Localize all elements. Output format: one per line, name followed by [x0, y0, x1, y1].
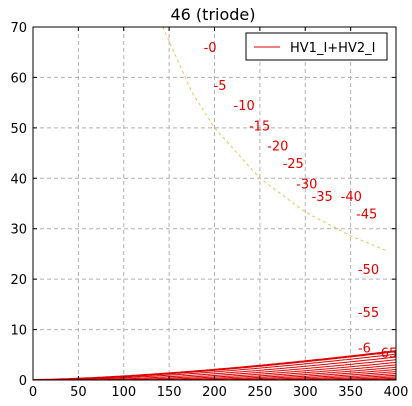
gridlines [33, 27, 396, 380]
y-tick-label: 20 [10, 273, 27, 288]
plate-curve-40 [33, 371, 396, 380]
y-tick-label: 60 [10, 71, 27, 86]
x-tick-label: 0 [29, 385, 37, 400]
y-tick-label: 10 [10, 324, 27, 339]
x-tick-label: 250 [247, 385, 272, 400]
y-tick-label: 70 [10, 21, 27, 36]
plate-curve-35 [33, 369, 396, 380]
dissipation-limit-curve [162, 26, 388, 252]
legend-label: HV1_I+HV2_I [290, 41, 375, 56]
plate-curve-0 [33, 350, 396, 380]
plate-curve-15 [33, 359, 396, 380]
plate-curve-5 [33, 353, 396, 380]
x-tick-label: 350 [338, 385, 363, 400]
legend: HV1_I+HV2_I [245, 32, 388, 61]
curve-label: -65 [376, 346, 397, 361]
x-tick-label: 300 [293, 385, 318, 400]
curve-label: -45 [356, 208, 377, 223]
y-tick-label: 0 [19, 374, 27, 389]
curve-label: -6 [358, 341, 371, 356]
curve-label: -15 [249, 119, 270, 134]
curve-label: -40 [341, 190, 362, 205]
x-tick-label: 400 [384, 385, 409, 400]
axis-ticks: 0 50 100 150 200 250 300 350 400 0 10 20 30 40 50 60 70 [10, 21, 408, 400]
chart-title: 46 (triode) [170, 5, 255, 24]
curve-label: -50 [358, 263, 379, 278]
x-tick-label: 200 [202, 385, 227, 400]
curve-label: -55 [358, 306, 379, 321]
curve-labels: -0 -5 -10 -15 -20 -25 -30-35 -40 -45 -50 -55 -6 -65 [204, 41, 398, 361]
x-tick-label: 50 [70, 385, 87, 400]
x-tick-label: 150 [157, 385, 182, 400]
curve-label: -10 [234, 99, 255, 114]
y-tick-label: 40 [10, 172, 27, 187]
legend-box [245, 32, 388, 61]
x-tick-label: 100 [111, 385, 136, 400]
curve-label: -5 [214, 79, 227, 94]
y-tick-label: 30 [10, 223, 27, 238]
plate-curve-50 [33, 374, 396, 380]
curve-label: -30 [296, 177, 317, 192]
y-tick-label: 50 [10, 122, 27, 137]
curve-label: -35 [312, 190, 333, 205]
dissipation-limit-line [162, 26, 388, 252]
plate-curve-45 [33, 373, 396, 380]
curve-label: -20 [267, 140, 288, 155]
curve-label: -0 [204, 41, 217, 56]
curve-label: -25 [283, 157, 304, 172]
